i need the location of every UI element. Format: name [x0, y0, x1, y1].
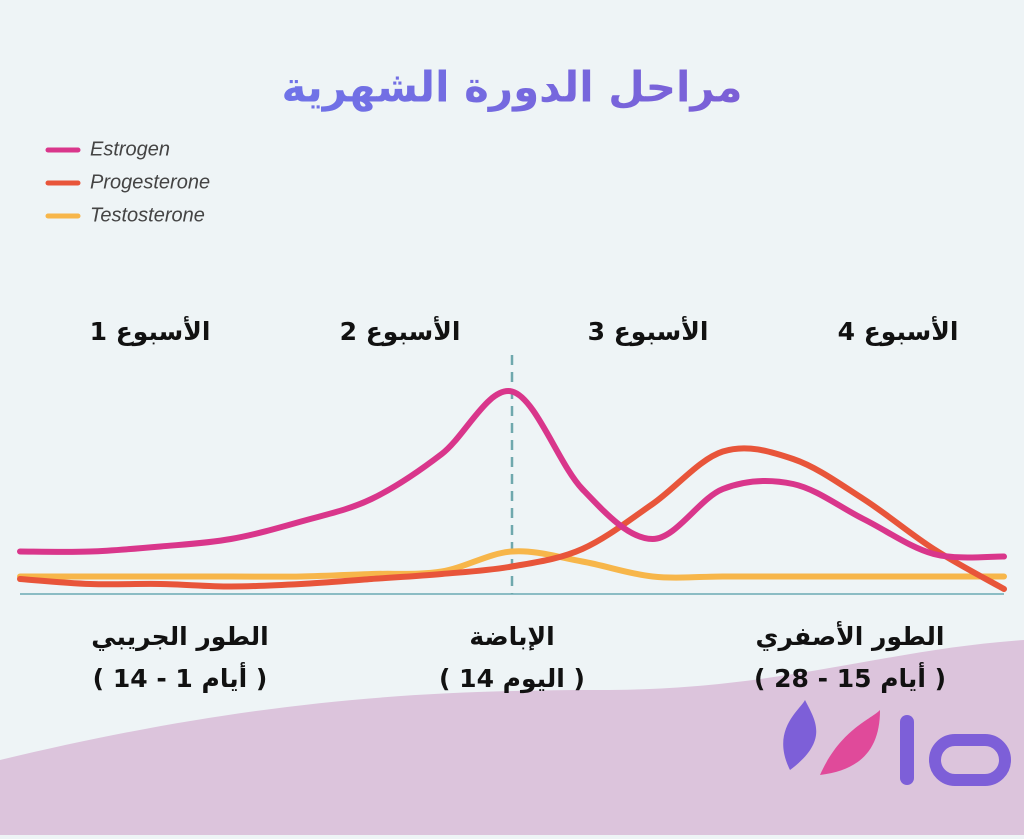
chart-title: مراحل الدورة الشهرية: [281, 63, 742, 113]
phase-days: ( أيام 1 - 14 ): [93, 662, 268, 693]
week-label: الأسبوع 4: [838, 316, 959, 347]
phase-name: الإباضة: [469, 622, 554, 651]
background-wave: [0, 640, 1024, 835]
series-line: [17, 388, 1007, 561]
legend-label: Progesterone: [90, 171, 210, 193]
series-line: [17, 548, 1007, 581]
legend-label: Testosterone: [90, 204, 205, 226]
week-label: الأسبوع 1: [90, 316, 211, 347]
week-label: الأسبوع 3: [588, 316, 709, 347]
phase-name: الطور الأصفري: [756, 621, 945, 652]
phase-name: الطور الجريبي: [91, 622, 269, 652]
phase-days: ( اليوم 14 ): [439, 664, 585, 694]
phase-days: ( أيام 15 - 28 ): [754, 662, 946, 693]
week-label: الأسبوع 2: [340, 316, 461, 347]
series-line: [17, 445, 1007, 592]
legend-label: Estrogen: [90, 138, 170, 160]
logo: [783, 700, 1011, 786]
